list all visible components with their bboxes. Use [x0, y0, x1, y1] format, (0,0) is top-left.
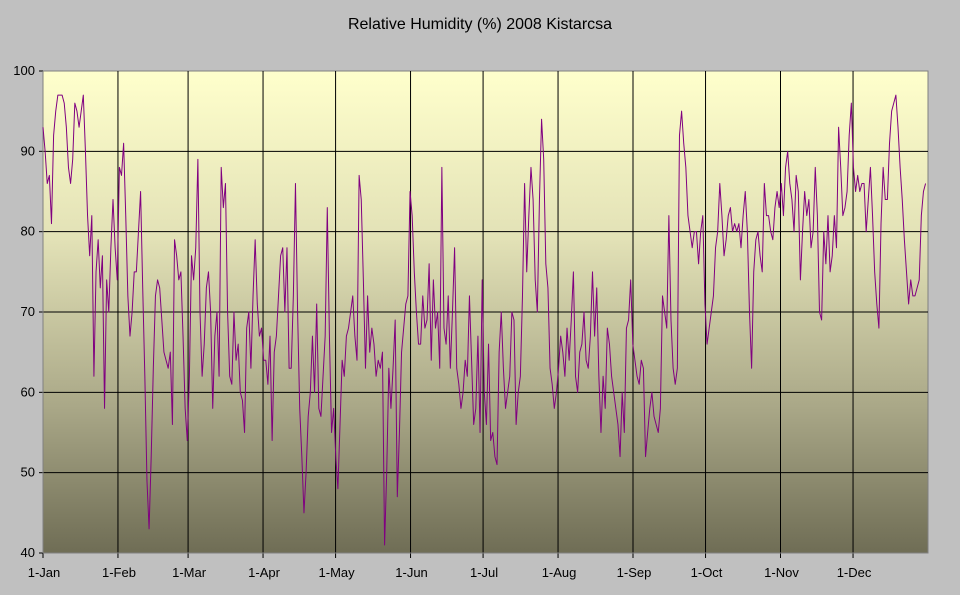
y-tick-label: 60 — [21, 384, 35, 399]
chart-title: Relative Humidity (%) 2008 Kistarcsa — [347, 16, 613, 33]
y-tick-label: 100 — [13, 63, 35, 78]
x-tick-label: 1-Aug — [542, 565, 577, 580]
y-tick-label: 50 — [21, 465, 35, 480]
x-tick-label: 1-Jun — [395, 565, 428, 580]
x-tick-label: 1-Dec — [837, 565, 872, 580]
x-tick-label: 1-Nov — [764, 565, 799, 580]
x-tick-label: 1-Mar — [172, 565, 207, 580]
series-line-humidity — [42, 94, 927, 546]
series-layer — [42, 94, 927, 546]
y-tick-label: 70 — [21, 304, 35, 319]
y-tick-label: 90 — [21, 143, 35, 158]
x-tick-label: 1-Feb — [102, 565, 136, 580]
y-tick-label: 40 — [21, 545, 35, 560]
x-tick-label: 1-Apr — [248, 565, 280, 580]
x-tick-label: 1-Jan — [28, 565, 61, 580]
x-axis: 1-Jan 1-Feb 1-Mar 1-Apr 1-May 1-Jun 1-Jul 1-Aug… — [28, 552, 928, 580]
x-tick-label: 1-Jul — [470, 565, 498, 580]
x-tick-label: 1-Oct — [691, 565, 723, 580]
y-axis: 40 50 60 70 80 90 100 — [13, 63, 44, 560]
x-tick-label: 1-May — [319, 565, 356, 580]
x-tick-label: 1-Sep — [617, 565, 652, 580]
y-tick-label: 80 — [21, 224, 35, 239]
